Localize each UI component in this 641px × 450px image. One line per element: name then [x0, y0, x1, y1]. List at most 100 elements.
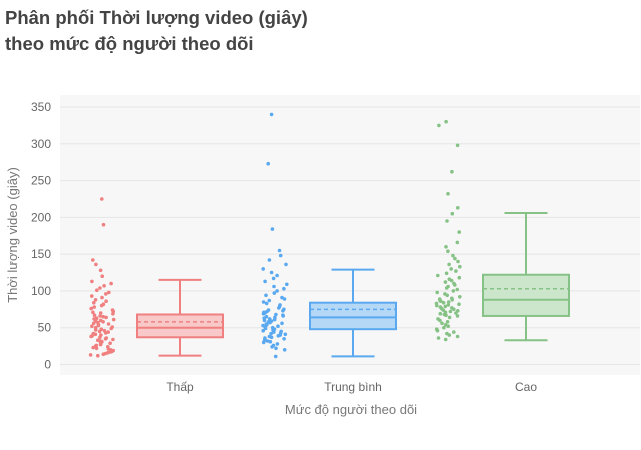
data-point-3-15	[456, 259, 460, 264]
data-point-1-66	[108, 341, 112, 346]
data-point-1-83	[96, 353, 100, 358]
data-point-1-61	[111, 337, 115, 342]
box-3	[482, 273, 570, 317]
data-point-2-20	[282, 297, 287, 301]
data-point-3-24	[449, 278, 454, 283]
data-point-2-2	[266, 161, 271, 166]
data-point-3-21	[436, 273, 440, 278]
boxes	[136, 211, 570, 358]
x-axis-ticks: Thấp Trung bình Cao	[166, 380, 537, 394]
data-point-3-65	[440, 321, 444, 326]
data-point-1-48	[93, 328, 98, 332]
data-point-3-76	[443, 337, 448, 342]
data-point-3-25	[443, 280, 448, 284]
data-point-3-8	[445, 219, 449, 223]
data-point-3-32	[435, 290, 440, 295]
x-tick-label-1: Thấp	[166, 380, 194, 394]
data-point-3-68	[442, 325, 446, 330]
data-point-1-30	[101, 314, 105, 319]
data-point-3-20	[444, 271, 449, 276]
data-point-3-30	[455, 287, 460, 292]
data-point-3-51	[452, 307, 456, 312]
data-point-2-65	[269, 335, 274, 340]
data-point-3-47	[443, 304, 448, 309]
data-point-2-33	[261, 311, 266, 316]
data-point-2-63	[276, 334, 281, 338]
data-point-1-3	[91, 258, 95, 262]
y-tick-label-50: 50	[38, 321, 52, 335]
data-point-1-27	[111, 311, 115, 316]
data-point-1-60	[103, 337, 108, 341]
data-point-3-35	[458, 295, 462, 299]
data-point-3-44	[457, 302, 461, 307]
data-point-1-43	[90, 324, 94, 329]
data-point-1-29	[98, 314, 102, 318]
box-1	[136, 313, 224, 339]
data-point-1-22	[89, 306, 93, 311]
data-point-1-4	[94, 262, 98, 267]
data-point-2-11	[271, 276, 276, 281]
data-point-2-71	[268, 339, 273, 344]
data-point-2-13	[285, 282, 289, 287]
data-point-2-18	[264, 293, 268, 298]
data-point-1-68	[98, 342, 103, 347]
data-point-3-31	[451, 289, 456, 293]
data-point-3-61	[447, 315, 452, 320]
data-point-1-20	[99, 303, 104, 308]
data-point-1-62	[96, 338, 100, 343]
data-point-2-10	[275, 273, 279, 278]
data-point-3-60	[455, 314, 460, 318]
data-point-2-15	[282, 286, 286, 291]
data-point-2-36	[281, 314, 286, 318]
data-point-2-42	[262, 318, 267, 323]
data-point-1-5	[98, 268, 103, 273]
box-2	[309, 301, 397, 331]
data-point-1-26	[98, 311, 103, 315]
data-point-2-53	[263, 326, 268, 331]
data-point-1-37	[101, 320, 105, 324]
data-point-3-38	[450, 298, 455, 302]
data-point-3-27	[453, 283, 457, 287]
data-point-2-1	[269, 112, 274, 117]
data-point-3-19	[454, 269, 458, 273]
y-tick-label-250: 250	[31, 174, 51, 188]
data-point-2-26	[277, 306, 281, 310]
data-point-1-18	[92, 300, 96, 305]
data-point-1-14	[90, 294, 94, 298]
data-point-3-6	[456, 206, 460, 210]
data-point-1-52	[103, 331, 108, 335]
data-point-3-22	[457, 275, 462, 280]
data-point-1-42	[96, 323, 101, 328]
data-point-1-1	[100, 197, 104, 201]
data-point-1-12	[107, 290, 111, 295]
data-point-2-58	[272, 330, 276, 334]
data-point-1-57	[89, 334, 93, 339]
data-point-3-17	[458, 264, 462, 269]
data-point-3-42	[441, 300, 446, 305]
chart-title: Phân phối Thời lượng video (giây) theo m…	[5, 5, 425, 57]
y-tick-label-150: 150	[31, 247, 51, 261]
data-point-1-8	[109, 281, 113, 286]
data-point-2-4	[277, 248, 282, 253]
x-tick-label-2: Trung bình	[324, 380, 382, 394]
data-point-3-2	[437, 123, 441, 128]
data-point-3-67	[446, 324, 451, 329]
data-point-3-45	[446, 303, 451, 307]
data-point-2-73	[275, 342, 280, 346]
data-point-1-16	[93, 298, 98, 302]
y-tick-label-200: 200	[31, 210, 51, 224]
data-point-3-41	[446, 300, 451, 304]
data-point-2-77	[282, 348, 287, 352]
y-tick-label-0: 0	[44, 358, 51, 372]
data-point-3-14	[453, 256, 457, 261]
data-point-2-50	[276, 324, 280, 329]
data-point-3-34	[445, 293, 450, 298]
data-point-2-7	[284, 262, 288, 267]
data-point-3-70	[435, 328, 440, 333]
data-point-2-21	[267, 298, 272, 303]
data-point-2-70	[265, 339, 270, 343]
data-point-3-1	[444, 119, 448, 124]
data-point-3-16	[447, 262, 451, 267]
data-point-2-46	[280, 321, 284, 326]
